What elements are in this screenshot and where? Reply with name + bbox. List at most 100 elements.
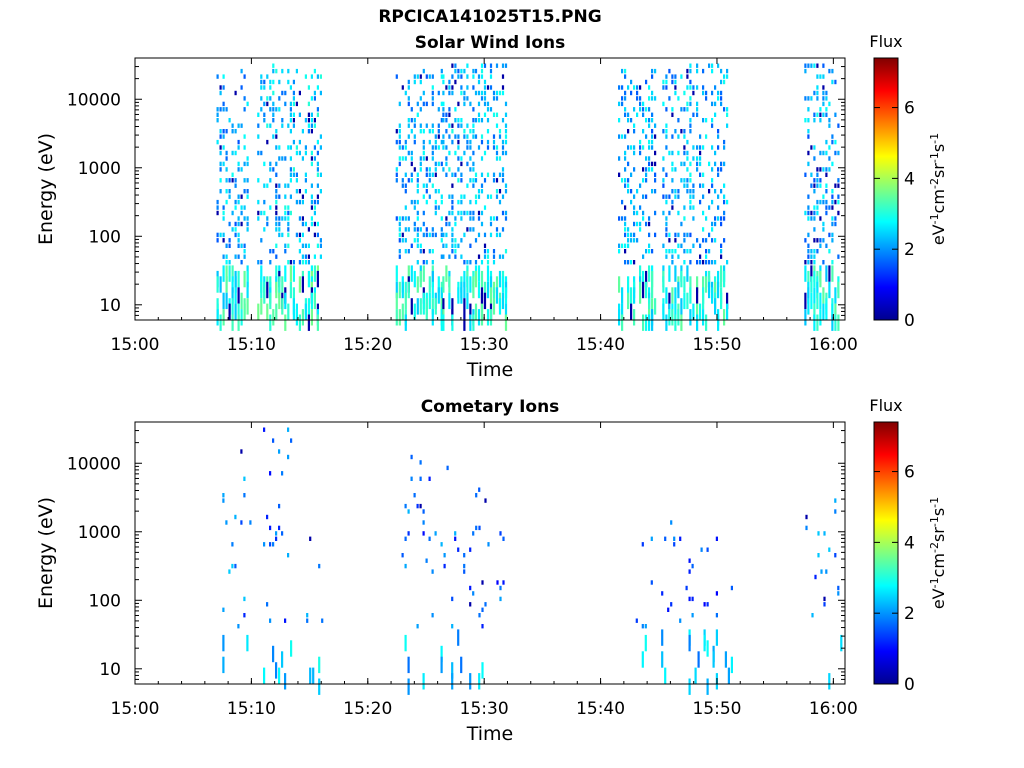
spectrogram-cell <box>624 167 627 172</box>
spectrogram-cell <box>496 580 499 585</box>
spectrogram-cell <box>677 118 680 123</box>
spectrogram-cell <box>665 107 668 112</box>
spectrogram-cell <box>404 205 407 210</box>
spectrogram-cell <box>501 292 505 310</box>
spectrogram-cell <box>477 265 481 282</box>
spectrogram-cell <box>683 107 686 112</box>
spectrogram-cell <box>295 101 298 107</box>
spectrogram-cell <box>624 74 627 79</box>
spectrogram-cell <box>810 145 813 150</box>
spectrogram-cell <box>434 161 437 167</box>
spectrogram-cell <box>281 68 284 74</box>
spectrogram-cell <box>304 303 307 320</box>
spectrogram-cell <box>683 249 686 254</box>
spectrogram-cell <box>828 673 831 690</box>
spectrogram-cell <box>225 276 228 293</box>
spectrogram-cell <box>419 156 422 161</box>
spectrogram-cell <box>648 167 651 172</box>
spectrogram-cell <box>648 243 651 248</box>
spectrogram-cell <box>231 123 234 128</box>
spectrogram-cell <box>813 183 816 188</box>
spectrogram-cell <box>489 276 493 293</box>
spectrogram-cell <box>478 487 481 492</box>
spectrogram-cell <box>460 90 463 96</box>
spectrogram-cell <box>416 178 419 183</box>
spectrogram-cell <box>692 183 695 188</box>
spectrogram-cell <box>665 254 668 259</box>
spectrogram-cell <box>395 309 398 326</box>
spectrogram-cell <box>822 85 825 90</box>
spectrogram-cell <box>702 276 705 293</box>
spectrogram-cell <box>483 178 487 183</box>
spectrogram-cell <box>440 232 443 238</box>
spectrogram-cell <box>642 314 645 331</box>
spectrogram-cell <box>831 232 834 238</box>
spectrogram-cell <box>474 90 478 96</box>
spectrogram-cell <box>726 303 729 320</box>
spectrogram-cell <box>301 260 304 265</box>
spectrogram-cell <box>419 476 422 481</box>
spectrogram-cell <box>480 96 484 101</box>
spectrogram-cell <box>281 531 284 536</box>
spectrogram-cell <box>463 563 466 569</box>
spectrogram-cell <box>633 145 636 150</box>
spectrogram-cell <box>692 85 695 90</box>
spectrogram-cell <box>398 134 401 139</box>
spectrogram-cell <box>627 227 630 232</box>
spectrogram-cell <box>410 161 413 167</box>
spectrogram-cell <box>437 205 440 210</box>
spectrogram-cell <box>278 156 281 161</box>
spectrogram-cell <box>621 199 624 205</box>
spectrogram-cell <box>639 150 642 156</box>
spectrogram-cell <box>395 216 398 221</box>
spectrogram-cell <box>654 298 657 315</box>
spectrogram-cell <box>683 232 686 238</box>
spectrogram-cell <box>726 260 729 265</box>
spectrogram-cell <box>481 607 484 612</box>
spectrogram-cell <box>642 107 645 112</box>
spectrogram-cell <box>231 172 234 177</box>
spectrogram-cell <box>723 145 726 150</box>
spectrogram-cell <box>822 221 825 227</box>
spectrogram-cell <box>816 292 819 310</box>
x-axis-label-cometary: Time <box>466 723 514 745</box>
spectrogram-cell <box>472 281 475 299</box>
spectrogram-cell <box>717 129 720 134</box>
spectrogram-cell <box>648 139 651 145</box>
spectrogram-cell <box>410 476 413 481</box>
spectrogram-cell <box>310 96 313 101</box>
spectrogram-cell <box>234 150 237 156</box>
spectrogram-cell <box>237 199 240 205</box>
spectrogram-cell <box>501 145 505 150</box>
spectrogram-cell <box>269 123 272 128</box>
spectrogram-cell <box>699 134 702 139</box>
spectrogram-cell <box>413 167 416 172</box>
spectrogram-cell <box>425 172 428 177</box>
spectrogram-cell <box>422 194 425 199</box>
spectrogram-cell <box>419 270 422 288</box>
spectrogram-cell <box>469 199 472 205</box>
spectrogram-cell <box>627 189 630 194</box>
spectrogram-cell <box>654 178 657 183</box>
spectrogram-cell <box>819 199 822 205</box>
spectrogram-cell <box>440 542 443 547</box>
spectrogram-cell <box>401 238 404 243</box>
spectrogram-cell <box>312 667 315 684</box>
spectrogram-cell <box>668 68 671 74</box>
spectrogram-cell <box>222 238 225 243</box>
spectrogram-cell <box>307 243 310 248</box>
spectrogram-cell <box>319 134 322 139</box>
spectrogram-cell <box>822 63 825 68</box>
spectrogram-cell <box>489 68 493 74</box>
spectrogram-cell <box>480 68 484 74</box>
spectrogram-cell <box>834 553 837 558</box>
spectrogram-cell <box>222 134 225 139</box>
spectrogram-cell <box>263 118 266 123</box>
spectrogram-cell <box>708 281 711 299</box>
spectrogram-cell <box>228 189 231 194</box>
spectrogram-cell <box>478 613 481 618</box>
spectrogram-cell <box>834 112 837 117</box>
spectrogram-cell <box>831 79 834 85</box>
spectrogram-cell <box>398 156 401 161</box>
